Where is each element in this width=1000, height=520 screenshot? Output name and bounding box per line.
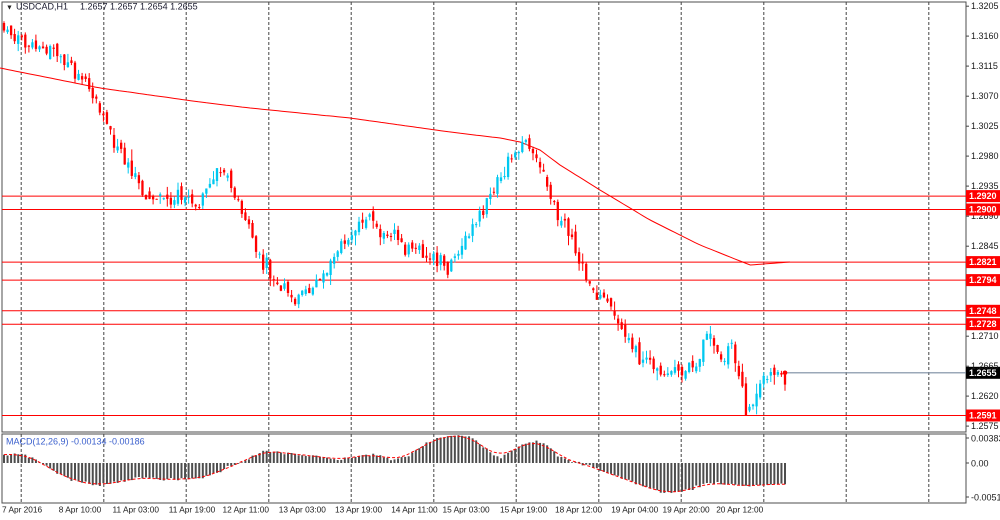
svg-text:13 Apr 19:00: 13 Apr 19:00	[335, 505, 382, 515]
svg-text:1.2980: 1.2980	[971, 151, 999, 161]
svg-text:1.2935: 1.2935	[971, 181, 999, 191]
svg-text:1.2794: 1.2794	[969, 275, 997, 285]
svg-text:1.3115: 1.3115	[971, 61, 998, 71]
svg-text:12 Apr 11:00: 12 Apr 11:00	[223, 505, 270, 515]
svg-text:-0.00513: -0.00513	[971, 493, 1000, 503]
svg-text:USDCAD,H1: USDCAD,H1	[16, 2, 68, 12]
svg-text:1.2920: 1.2920	[969, 191, 997, 201]
svg-text:1.3070: 1.3070	[971, 91, 999, 101]
svg-text:1.2748: 1.2748	[969, 306, 997, 316]
svg-text:1.2845: 1.2845	[971, 241, 999, 251]
svg-text:8 Apr 10:00: 8 Apr 10:00	[59, 505, 102, 515]
svg-text:1.2620: 1.2620	[971, 391, 999, 401]
svg-text:1.2575: 1.2575	[971, 421, 999, 431]
svg-text:1.3205: 1.3205	[971, 1, 999, 11]
svg-text:1.2710: 1.2710	[971, 331, 999, 341]
svg-text:1.2821: 1.2821	[969, 257, 997, 267]
svg-text:7 Apr 2016: 7 Apr 2016	[2, 505, 43, 515]
svg-text:1.2657 1.2657 1.2654 1.2655: 1.2657 1.2657 1.2654 1.2655	[80, 2, 198, 12]
svg-text:14 Apr 11:00: 14 Apr 11:00	[391, 505, 438, 515]
svg-text:15 Apr 03:00: 15 Apr 03:00	[443, 505, 490, 515]
svg-text:1.3160: 1.3160	[971, 31, 999, 41]
svg-text:1.2900: 1.2900	[969, 205, 997, 215]
svg-text:▼: ▼	[6, 5, 13, 12]
svg-text:1.2665: 1.2665	[971, 361, 999, 371]
svg-text:13 Apr 03:00: 13 Apr 03:00	[279, 505, 326, 515]
svg-text:11 Apr 03:00: 11 Apr 03:00	[113, 505, 160, 515]
svg-text:0.00: 0.00	[971, 459, 989, 469]
svg-text:MACD(12,26,9) -0.00134 -0.0018: MACD(12,26,9) -0.00134 -0.00186	[6, 437, 145, 447]
svg-text:19 Apr 20:00: 19 Apr 20:00	[663, 505, 710, 515]
svg-text:1.3025: 1.3025	[971, 121, 999, 131]
svg-text:20 Apr 12:00: 20 Apr 12:00	[716, 505, 763, 515]
svg-text:15 Apr 19:00: 15 Apr 19:00	[500, 505, 547, 515]
svg-text:18 Apr 12:00: 18 Apr 12:00	[555, 505, 602, 515]
svg-text:11 Apr 19:00: 11 Apr 19:00	[169, 505, 216, 515]
svg-text:19 Apr 04:00: 19 Apr 04:00	[611, 505, 658, 515]
svg-text:1.2591: 1.2591	[969, 411, 997, 421]
svg-text:1.2728: 1.2728	[969, 319, 997, 329]
svg-text:0.00383: 0.00383	[971, 434, 1000, 444]
